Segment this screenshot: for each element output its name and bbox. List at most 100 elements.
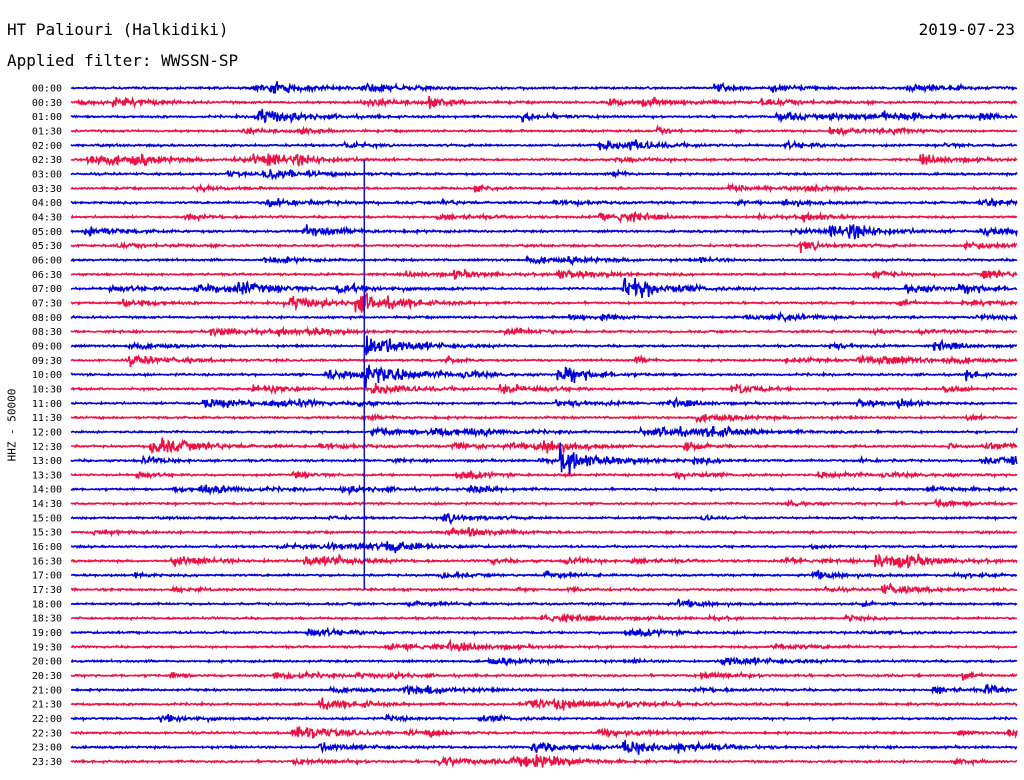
row-time-label: 00:00 <box>32 84 62 95</box>
row-time-label: 03:30 <box>32 184 62 195</box>
row-time-label: 07:30 <box>32 298 62 309</box>
seismic-trace <box>70 254 1018 267</box>
row-time-label: 14:30 <box>32 499 62 510</box>
seismic-trace <box>70 497 1018 509</box>
seismic-trace <box>70 655 1018 668</box>
seismic-trace <box>70 182 1018 194</box>
row-time-label: 11:30 <box>32 413 62 424</box>
row-time-label: 06:00 <box>32 255 62 266</box>
row-time-label: 13:30 <box>32 470 62 481</box>
seismic-trace <box>70 638 1018 653</box>
row-time-label: 18:30 <box>32 614 62 625</box>
seismic-trace <box>70 754 1018 769</box>
row-time-label: 07:00 <box>32 284 62 295</box>
seismic-trace <box>70 425 1018 439</box>
row-time-label: 09:30 <box>32 356 62 367</box>
filter-label: Applied filter: WWSSN-SP <box>7 51 239 70</box>
seismic-trace <box>70 512 1018 526</box>
seismic-trace <box>70 364 1018 390</box>
seismic-trace <box>70 223 1018 240</box>
row-time-label: 13:00 <box>32 456 62 467</box>
seismic-trace <box>70 469 1018 481</box>
row-time-label: 19:00 <box>32 628 62 639</box>
seismic-trace <box>70 325 1018 338</box>
row-time-label: 21:00 <box>32 685 62 696</box>
seismic-trace <box>70 740 1018 755</box>
row-time-label: 11:00 <box>32 399 62 410</box>
seismic-trace <box>70 81 1018 94</box>
row-time-label: 05:00 <box>32 227 62 238</box>
row-time-label: 19:30 <box>32 642 62 653</box>
row-time-label: 17:30 <box>32 585 62 596</box>
row-time-label: 08:00 <box>32 313 62 324</box>
seismic-trace <box>70 153 1018 168</box>
row-time-label: 20:00 <box>32 657 62 668</box>
seismic-trace <box>71 526 1018 538</box>
seismic-trace <box>70 123 1018 138</box>
seismic-trace <box>70 396 1018 409</box>
row-time-label: 23:30 <box>32 757 62 768</box>
record-date: 2019-07-23 <box>918 20 1015 39</box>
row-time-label: 15:30 <box>32 528 62 539</box>
seismic-trace <box>70 210 1018 224</box>
station-title: HT Paliouri (Halkidiki) <box>7 20 229 39</box>
row-time-label: 22:00 <box>32 714 62 725</box>
seismic-trace <box>70 540 1018 554</box>
row-time-label: 03:00 <box>32 169 62 180</box>
seismic-trace <box>70 552 1018 569</box>
row-time-label: 06:30 <box>32 270 62 281</box>
row-time-label: 12:00 <box>32 427 62 438</box>
row-time-label: 17:00 <box>32 571 62 582</box>
row-time-label: 23:00 <box>32 743 62 754</box>
row-time-label: 18:00 <box>32 599 62 610</box>
seismic-trace <box>71 683 1018 696</box>
row-time-label: 01:00 <box>32 112 62 123</box>
row-time-label: 04:30 <box>32 212 62 223</box>
row-time-label: 05:30 <box>32 241 62 252</box>
seismic-trace <box>70 712 1018 724</box>
row-time-label: 16:00 <box>32 542 62 553</box>
seismic-trace <box>70 626 1018 639</box>
row-time-label: 12:30 <box>32 442 62 453</box>
seismic-trace <box>70 582 1018 596</box>
seismic-trace <box>70 569 1018 581</box>
seismic-trace <box>70 197 1018 209</box>
seismic-trace <box>70 268 1018 281</box>
row-time-label: 08:30 <box>32 327 62 338</box>
seismic-trace <box>70 108 1018 125</box>
seismic-trace <box>70 239 1018 254</box>
seismic-trace <box>70 382 1018 396</box>
row-time-label: 14:00 <box>32 485 62 496</box>
seismic-trace <box>70 95 1018 109</box>
row-time-label: 16:30 <box>32 556 62 567</box>
seismic-trace <box>70 335 1018 356</box>
seismic-trace <box>70 442 1018 475</box>
row-time-label: 15:00 <box>32 513 62 524</box>
seismic-trace <box>70 697 1018 711</box>
seismic-trace <box>70 138 1018 152</box>
seismic-trace <box>70 412 1018 424</box>
seismic-trace <box>70 310 1018 324</box>
row-time-label: 09:00 <box>32 341 62 352</box>
seismic-trace <box>71 612 1018 623</box>
row-time-label: 22:30 <box>32 728 62 739</box>
seismic-trace <box>70 277 1018 299</box>
row-time-label: 10:00 <box>32 370 62 381</box>
row-time-label: 21:30 <box>32 700 62 711</box>
seismic-trace <box>70 168 1018 181</box>
seismic-trace <box>70 598 1018 609</box>
seismic-trace <box>70 726 1018 739</box>
row-time-label: 10:30 <box>32 384 62 395</box>
row-time-label: 02:30 <box>32 155 62 166</box>
seismic-trace <box>70 483 1018 497</box>
row-time-label: 01:30 <box>32 126 62 137</box>
seismic-trace <box>70 353 1018 368</box>
seismic-trace <box>70 292 1018 313</box>
row-time-label: 20:30 <box>32 671 62 682</box>
seismic-trace <box>70 437 1018 455</box>
row-time-label: 04:00 <box>32 198 62 209</box>
row-time-label: 00:30 <box>32 98 62 109</box>
row-time-label: 02:00 <box>32 141 62 152</box>
seismic-trace <box>70 669 1018 681</box>
